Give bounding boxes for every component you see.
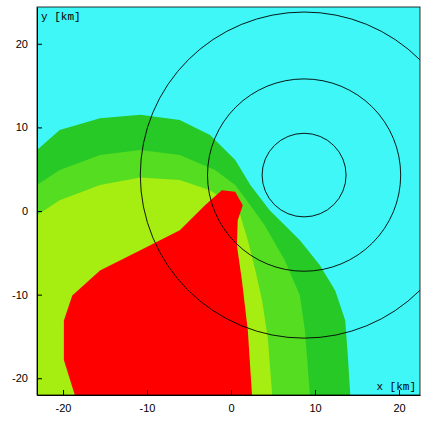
y-tick: -10 [12, 289, 42, 301]
y-tick-mark [37, 44, 42, 45]
y-tick: 0 [22, 205, 42, 217]
plot: -20 -10 0 10 20 -20 -10 0 10 20 y [km] x [km] [12, 7, 431, 414]
x-tick: -10 [140, 390, 156, 414]
x-tick-mark [147, 390, 148, 395]
x-tick-label: 0 [228, 402, 234, 414]
x-tick: 10 [309, 390, 321, 414]
x-axis-line [38, 395, 421, 396]
contour-region [37, 7, 420, 395]
circle [140, 12, 420, 338]
x-tick-label: -10 [140, 402, 156, 414]
y-tick-label: -10 [12, 289, 28, 301]
chart-svg: -20 -10 0 10 20 -20 -10 0 10 20 y [km] x [km] [0, 0, 431, 432]
frame [37, 7, 420, 395]
y-tick-label: 10 [16, 121, 28, 133]
contour-region [37, 150, 310, 395]
y-tick: 10 [16, 121, 42, 133]
contour-region [37, 115, 350, 395]
x-tick-mark [231, 390, 232, 395]
y-tick-mark [37, 127, 42, 128]
y-tick-mark [37, 211, 42, 212]
circle [262, 133, 346, 217]
plot-marks [37, 7, 420, 395]
contour-region [64, 190, 252, 395]
x-tick-label: 10 [309, 402, 321, 414]
chart-container: -20 -10 0 10 20 -20 -10 0 10 20 y [km] x [km] [0, 0, 431, 432]
y-tick-mark [37, 378, 42, 379]
y-axis-title: y [km] [41, 11, 81, 23]
y-tick-label: -20 [12, 372, 28, 384]
x-axis: -20 -10 0 10 20 [38, 390, 421, 414]
x-tick: -20 [56, 390, 72, 414]
circle [208, 79, 401, 271]
x-tick-mark [63, 390, 64, 395]
y-tick: 20 [16, 38, 42, 50]
y-tick-label: 0 [22, 205, 28, 217]
y-axis: -20 -10 0 10 20 [12, 8, 42, 396]
x-tick-label: -20 [56, 402, 72, 414]
y-tick: -20 [12, 372, 42, 384]
y-axis-line [37, 8, 38, 396]
x-tick-label: 20 [393, 402, 405, 414]
y-tick-label: 20 [16, 38, 28, 50]
x-tick: 20 [393, 390, 405, 414]
x-tick: 0 [228, 390, 234, 414]
x-tick-mark [315, 390, 316, 395]
contour-region [37, 178, 272, 395]
x-axis-title: x [km] [376, 381, 416, 393]
y-tick-mark [37, 295, 42, 296]
